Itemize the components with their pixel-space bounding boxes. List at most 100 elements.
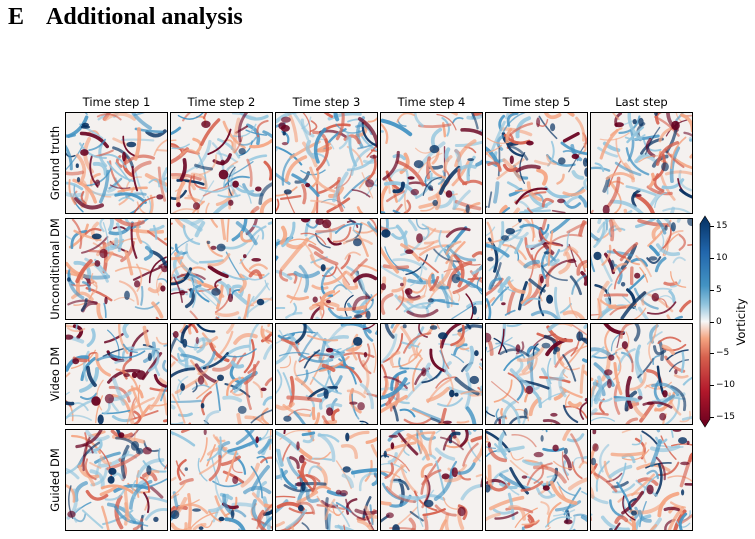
vorticity-filament [654, 463, 663, 497]
vorticity-filament [131, 480, 137, 499]
vorticity-filament [226, 219, 230, 243]
vorticity-filament [317, 432, 336, 463]
vorticity-filament [222, 395, 243, 403]
vorticity-filament [391, 404, 399, 422]
vorticity-filament [594, 162, 605, 173]
vorticity-filament [470, 113, 479, 130]
vorticity-filament [115, 368, 140, 392]
vorticity-filament [114, 266, 151, 272]
vortex-core [97, 414, 104, 424]
vorticity-filament [520, 282, 532, 305]
vorticity-filament [650, 439, 663, 468]
vortex-core [563, 447, 568, 455]
vorticity-field [591, 113, 692, 213]
vorticity-filament [207, 253, 231, 267]
vorticity-filament [203, 113, 208, 119]
vorticity-filament [297, 469, 314, 491]
vorticity-filament [171, 361, 176, 368]
vorticity-filament [356, 206, 364, 213]
vorticity-filament [249, 138, 272, 149]
vorticity-filament [207, 493, 230, 513]
vorticity-filament [276, 113, 300, 124]
vortex-core [429, 325, 438, 330]
vortex-core [325, 347, 334, 353]
vorticity-filament [332, 226, 352, 243]
vortex-core [388, 434, 399, 438]
vorticity-filament [608, 464, 633, 479]
vorticity-filament [177, 219, 203, 232]
vorticity-filament [354, 508, 377, 515]
vorticity-filament [279, 468, 298, 490]
vorticity-filament [206, 436, 222, 462]
vortex-core [563, 519, 573, 525]
vorticity-filament [516, 346, 545, 362]
vorticity-filament [506, 113, 519, 127]
vorticity-filament [444, 512, 450, 530]
vorticity-filament [260, 456, 272, 464]
vorticity-filament [242, 183, 264, 197]
vorticity-filament [163, 419, 167, 423]
vorticity-filament [179, 478, 194, 486]
vorticity-filament [66, 170, 85, 176]
vortex-core [296, 441, 300, 451]
vorticity-filament [591, 351, 618, 359]
column-title-time-step-2: Time step 2 [187, 95, 256, 109]
vorticity-filament [519, 223, 544, 234]
vorticity-filament [656, 219, 667, 235]
vortex-core [124, 290, 130, 300]
vorticity-filament [667, 506, 685, 530]
vortex-core [298, 504, 304, 512]
vorticity-filament [613, 355, 622, 381]
vortex-core [678, 437, 688, 444]
vorticity-filament [346, 389, 366, 399]
vorticity-filament [405, 254, 428, 276]
vorticity-filament [71, 291, 94, 302]
vortex-core [413, 160, 424, 169]
vorticity-filament [397, 296, 414, 304]
vortex-core [546, 294, 554, 304]
vorticity-filament [508, 415, 529, 424]
vorticity-filament [625, 331, 630, 352]
vorticity-filament [81, 236, 109, 254]
vorticity-filament [650, 517, 662, 530]
vorticity-filament [365, 436, 377, 445]
vorticity-colorbar [699, 215, 711, 428]
vortex-core [646, 401, 654, 406]
vorticity-filament [174, 219, 186, 229]
vortex-core [442, 420, 452, 424]
vortex-core [296, 481, 303, 487]
vorticity-filament [426, 156, 431, 180]
vorticity-filament [341, 352, 375, 358]
vorticity-filament [331, 501, 351, 528]
vorticity-filament [621, 430, 632, 434]
vorticity-filament [99, 455, 112, 465]
vorticity-filament [228, 508, 247, 518]
vorticity-panel-video-dm-time-step-2 [170, 323, 273, 425]
vorticity-filament [444, 476, 462, 483]
vorticity-filament [106, 452, 141, 471]
vorticity-filament [103, 333, 124, 344]
vortex-core [591, 457, 597, 466]
vorticity-filament [233, 333, 258, 345]
vorticity-filament [82, 281, 91, 293]
vorticity-filament [593, 472, 618, 493]
vortex-core [521, 475, 528, 479]
vorticity-filament [392, 478, 410, 491]
vortex-core [66, 334, 74, 340]
vorticity-filament [429, 417, 446, 424]
vorticity-filament [290, 523, 295, 530]
vorticity-filament [489, 120, 506, 155]
vorticity-filament [402, 332, 432, 354]
vorticity-filament [570, 143, 583, 162]
vorticity-filament [415, 430, 423, 455]
vorticity-filament [156, 149, 167, 152]
vorticity-filament [289, 276, 303, 304]
vorticity-filament [319, 302, 331, 317]
vortex-core [118, 432, 125, 438]
vorticity-filament [66, 467, 80, 480]
vorticity-filament [367, 117, 377, 123]
vorticity-filament [113, 296, 135, 302]
vorticity-filament [655, 141, 680, 166]
vortex-core [501, 302, 506, 306]
vorticity-filament [146, 230, 167, 247]
